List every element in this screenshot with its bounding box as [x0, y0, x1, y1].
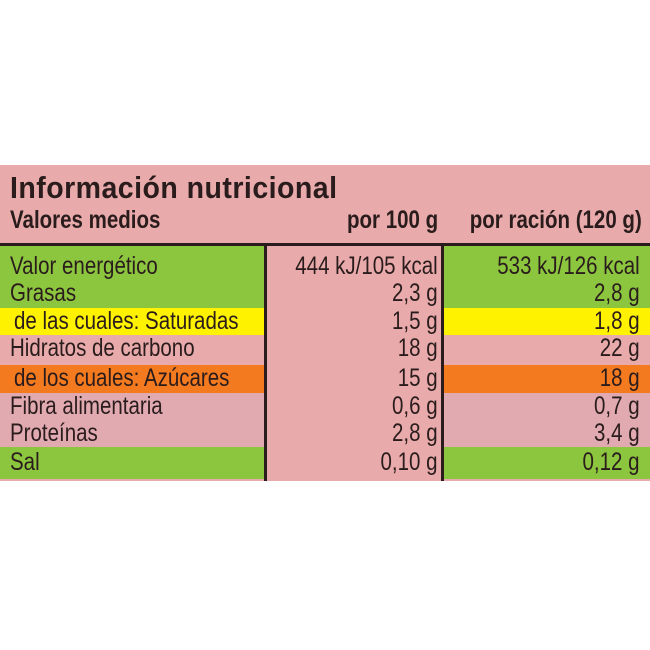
column-divider-1 [264, 246, 267, 481]
table-row-saturated: de las cuales: Saturadas 1,5 g 1,8 g [0, 307, 650, 335]
value-per-100g: 2,8 g [392, 419, 438, 447]
value-per-100g: 1,5 g [392, 307, 438, 335]
band-green-energy-fat [0, 246, 650, 308]
row-label: Hidratos de carbono [10, 334, 195, 362]
column-header-per-serving: por ración (120 g) [469, 206, 642, 234]
row-label: de los cuales: Azúcares [14, 364, 230, 392]
band-pink-fiber-protein [0, 393, 650, 447]
value-per-serving: 3,4 g [594, 419, 640, 447]
row-label: Grasas [10, 279, 77, 307]
value-per-100g: 0,10 g [380, 448, 438, 476]
value-per-serving: 22 g [600, 334, 640, 362]
value-per-serving: 0,12 g [582, 448, 640, 476]
header-divider [0, 243, 650, 246]
table-row-fiber: Fibra alimentaria 0,6 g 0,7 g [0, 392, 650, 420]
table-row-protein: Proteínas 2,8 g 3,4 g [0, 419, 650, 447]
value-per-100g: 444 kJ/105 kcal [295, 252, 438, 280]
table-row-energy: Valor energético 444 kJ/105 kcal 533 kJ/… [0, 252, 650, 280]
nutrition-title: Información nutricional [10, 170, 338, 205]
table-row-salt: Sal 0,10 g 0,12 g [0, 448, 650, 476]
value-per-serving: 2,8 g [594, 279, 640, 307]
value-per-serving: 0,7 g [594, 392, 640, 420]
row-label: Fibra alimentaria [10, 392, 163, 420]
subtitle-average-values: Valores medios [10, 206, 161, 234]
table-row-carbohydrates: Hidratos de carbono 18 g 22 g [0, 334, 650, 362]
row-label: de las cuales: Saturadas [14, 307, 239, 335]
value-per-serving: 533 kJ/126 kcal [497, 252, 640, 280]
value-per-100g: 15 g [398, 364, 438, 392]
table-row-fat: Grasas 2,3 g 2,8 g [0, 279, 650, 307]
column-divider-2 [441, 246, 444, 481]
row-label: Sal [10, 448, 40, 476]
value-per-100g: 2,3 g [392, 279, 438, 307]
column-header-per-100g: por 100 g [346, 206, 438, 234]
value-per-serving: 1,8 g [594, 307, 640, 335]
band-green-salt [0, 447, 650, 479]
value-per-serving: 18 g [600, 364, 640, 392]
table-row-sugars: de los cuales: Azúcares 15 g 18 g [0, 364, 650, 392]
band-orange-sugars [0, 365, 650, 393]
value-per-100g: 0,6 g [392, 392, 438, 420]
value-per-100g: 18 g [398, 334, 438, 362]
row-label: Proteínas [10, 419, 98, 447]
row-label: Valor energético [10, 252, 158, 280]
band-pink-carbs [0, 335, 650, 365]
band-yellow-saturated [0, 308, 650, 335]
